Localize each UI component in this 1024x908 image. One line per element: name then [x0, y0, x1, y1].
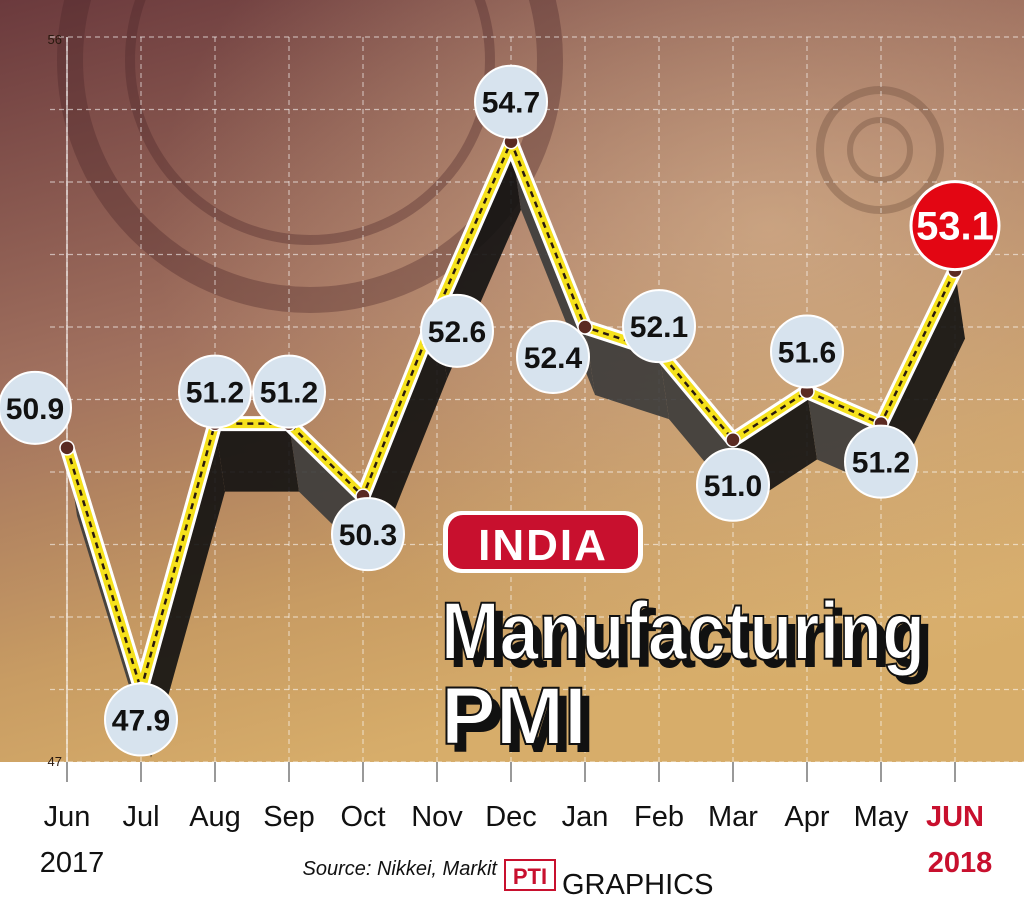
value-bubble-highlight — [909, 180, 1001, 272]
ribbon-segment — [141, 423, 225, 758]
data-point — [577, 319, 593, 335]
title-block: INDIA Manufacturing Manufacturing PMI PM… — [440, 511, 933, 770]
value-bubble — [474, 64, 548, 139]
y-tick-top: 56 — [48, 32, 62, 47]
value-labels: 50.9 47.9 51.2 51.2 50.3 52.6 54.7 52.4 52.1 51.0… — [0, 64, 1001, 757]
x-axis: Jun Jul Aug Sep Oct Nov Dec Jan Feb Mar Apr May JUN — [44, 762, 984, 833]
x-tick-label: Aug — [189, 801, 241, 833]
background-gear-art — [57, 0, 944, 313]
value-label: 51.2 — [260, 377, 318, 410]
title-tag — [448, 515, 638, 569]
value-label: 52.6 — [428, 316, 486, 349]
title-line2: PMI — [441, 671, 587, 762]
x-tick-label: Apr — [784, 801, 829, 833]
value-bubble — [252, 354, 326, 429]
credit-logo: PTI — [513, 864, 547, 889]
x-tick-label: Jan — [562, 801, 609, 833]
value-bubble — [178, 354, 252, 429]
value-bubble — [104, 682, 178, 757]
x-tick-label: Nov — [411, 801, 463, 833]
title-line1-shadow: Manufacturing — [449, 594, 933, 685]
x-tick-label: JUN — [926, 801, 984, 833]
title-tag-text: INDIA — [478, 521, 608, 570]
data-point — [59, 440, 75, 456]
value-label: 52.4 — [524, 342, 583, 375]
year-start: 2017 — [40, 847, 105, 879]
credit-logo-box — [504, 859, 556, 891]
x-tick-label: Jun — [44, 801, 91, 833]
x-tick-label: Feb — [634, 801, 684, 833]
value-label: 50.9 — [6, 393, 64, 426]
value-bubble — [516, 320, 590, 394]
x-tick-label: Mar — [708, 801, 758, 833]
value-label: 52.1 — [630, 311, 688, 344]
value-label: 51.0 — [704, 470, 762, 503]
data-point — [725, 432, 741, 448]
ribbon-segment — [215, 423, 299, 492]
value-label: 51.6 — [778, 336, 836, 369]
value-bubble — [420, 293, 494, 368]
x-tick-label: Oct — [340, 801, 385, 833]
credit-text: GRAPHICS — [562, 869, 713, 901]
value-bubble — [696, 447, 770, 522]
x-tick-label: Sep — [263, 801, 315, 833]
value-label: 53.1 — [916, 205, 994, 249]
value-bubble — [331, 497, 405, 572]
year-end: 2018 — [928, 847, 993, 879]
credit: PTI GRAPHICS — [504, 859, 713, 901]
grid-lines — [50, 36, 1024, 763]
x-tick-label: May — [854, 801, 909, 833]
value-bubble — [770, 314, 844, 389]
x-tick-label: Jul — [122, 801, 159, 833]
y-tick-bottom: 47 — [48, 754, 62, 769]
value-label: 51.2 — [186, 377, 244, 410]
title-line2-shadow: PMI — [449, 679, 595, 770]
value-label: 51.2 — [852, 447, 910, 480]
source-note: Source: Nikkei, Markit — [303, 858, 499, 880]
value-label: 47.9 — [112, 705, 170, 738]
value-bubble — [844, 424, 918, 499]
title-line1: Manufacturing — [441, 586, 925, 677]
value-label: 50.3 — [339, 519, 397, 552]
value-bubble — [0, 370, 72, 445]
x-tick-label: Dec — [485, 801, 537, 833]
value-label: 54.7 — [482, 87, 540, 120]
value-bubble — [622, 289, 696, 364]
